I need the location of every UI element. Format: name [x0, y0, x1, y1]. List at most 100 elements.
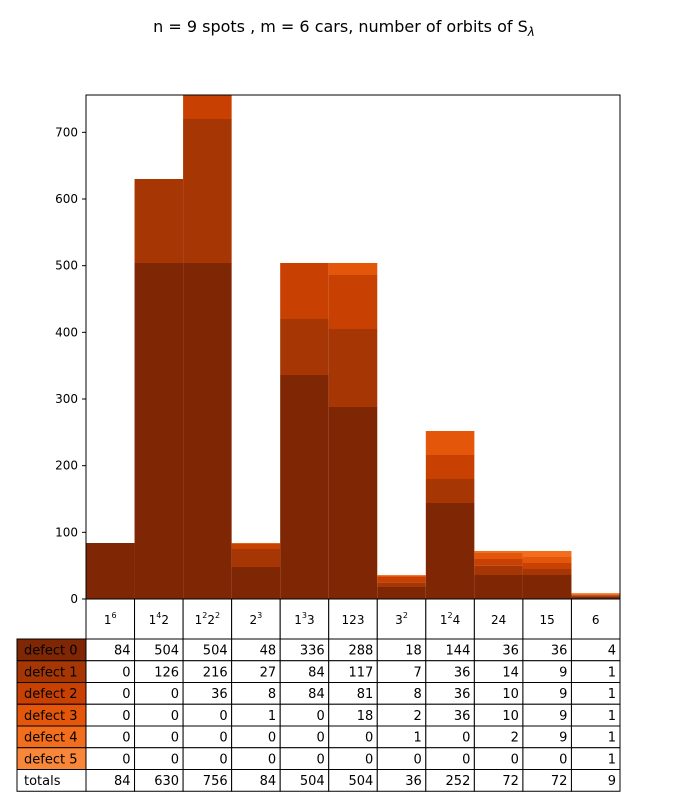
table-value: 9 — [608, 774, 616, 789]
table-value: 0 — [365, 752, 373, 767]
table-value: 9 — [559, 687, 567, 702]
table-value: 0 — [559, 752, 567, 767]
y-tick-label: 500 — [55, 259, 78, 273]
bar-defect-0-4 — [280, 375, 329, 599]
category-label: 6 — [592, 613, 600, 627]
bar-defect-1-10 — [571, 595, 620, 597]
y-tick-label: 0 — [70, 592, 78, 606]
row-label: defect 0 — [24, 644, 77, 659]
table-value: 0 — [316, 752, 324, 767]
bar-defect-1-3 — [231, 549, 281, 567]
bar-defect-1-8 — [474, 565, 523, 575]
header-cell — [425, 598, 475, 640]
category-label: 1222 — [195, 611, 220, 627]
table-value: 0 — [316, 731, 324, 746]
bar-defect-0-10 — [571, 596, 620, 599]
table-value: 8 — [268, 687, 276, 702]
table-value: 0 — [219, 752, 227, 767]
header-cell — [473, 598, 524, 640]
category-label: 16 — [104, 611, 117, 627]
table-value: 18 — [357, 709, 374, 724]
category-label: 23 — [250, 611, 263, 627]
category-label: 123 — [342, 613, 365, 627]
bar-defect-5-10 — [571, 593, 620, 594]
table-value: 36 — [502, 644, 519, 659]
bar-defect-2-5 — [328, 275, 378, 329]
bar-defect-3-8 — [474, 552, 523, 559]
row-label: defect 3 — [24, 709, 77, 724]
table-value: 0 — [414, 752, 422, 767]
y-axis: 0 100 200 300 400 500 600 700 — [55, 125, 86, 606]
table-value: 216 — [203, 665, 228, 680]
table-value: 0 — [171, 731, 179, 746]
table-value: 0 — [268, 752, 276, 767]
table-value: 10 — [502, 709, 519, 724]
table-value: 1 — [608, 752, 616, 767]
table-value: 36 — [454, 687, 471, 702]
table-value: 84 — [308, 665, 325, 680]
header-cell — [231, 598, 281, 640]
table-value: 72 — [502, 774, 519, 789]
bar-defect-0-8 — [474, 575, 523, 599]
header-cell — [182, 598, 233, 640]
table-value: 0 — [171, 687, 179, 702]
table-value: 630 — [154, 774, 179, 789]
table-value: 0 — [219, 731, 227, 746]
y-tick-label: 100 — [55, 525, 78, 539]
category-label: 15 — [540, 613, 555, 627]
table-cell — [570, 769, 621, 792]
row-label: defect 4 — [24, 731, 77, 746]
bar-defect-4-10 — [571, 593, 620, 595]
table-value: 36 — [454, 665, 471, 680]
table-value: 756 — [203, 774, 228, 789]
bar-defect-2-7 — [425, 455, 475, 479]
y-tick-label: 400 — [55, 325, 78, 339]
bar-defect-2-10 — [571, 595, 620, 596]
header-cell — [522, 598, 572, 640]
header-cell — [279, 598, 330, 640]
table-value: 1 — [414, 731, 422, 746]
category-label: 133 — [294, 611, 314, 627]
y-tick-label: 700 — [55, 125, 78, 139]
table-value: 48 — [260, 644, 277, 659]
table-value: 336 — [300, 644, 325, 659]
table-value: 126 — [154, 665, 179, 680]
y-tick-label: 300 — [55, 392, 78, 406]
y-tick-label: 600 — [55, 192, 78, 206]
table-value: 0 — [268, 731, 276, 746]
bar-defect-1-5 — [328, 329, 378, 407]
table-value: 7 — [414, 665, 422, 680]
bar-defect-0-9 — [522, 575, 572, 599]
bar-defect-4-6 — [377, 575, 426, 576]
bar-defect-3-7 — [425, 431, 475, 455]
bar-defect-0-5 — [328, 407, 378, 599]
bar-defect-2-8 — [474, 559, 523, 566]
table-value: 0 — [316, 709, 324, 724]
bar-defect-1-9 — [522, 569, 572, 575]
table-value: 14 — [502, 665, 519, 680]
table-value: 9 — [559, 709, 567, 724]
bar-defect-1-1 — [134, 179, 184, 263]
table-value: 1 — [608, 687, 616, 702]
table-value: 504 — [203, 644, 228, 659]
table-value: 8 — [414, 687, 422, 702]
table-value: 72 — [551, 774, 568, 789]
table-value: 18 — [405, 644, 422, 659]
table-value: 117 — [348, 665, 373, 680]
bar-defect-3-6 — [377, 575, 426, 577]
bar-defect-3-3 — [231, 543, 281, 544]
bar-defect-0-7 — [425, 503, 475, 599]
table-value: 1 — [608, 709, 616, 724]
table-value: 288 — [348, 644, 373, 659]
table-value: 84 — [114, 774, 131, 789]
bar-defect-2-6 — [377, 577, 426, 583]
header-cell — [328, 598, 378, 640]
table-value: 9 — [559, 665, 567, 680]
table-value: 0 — [462, 752, 470, 767]
row-label: defect 2 — [24, 687, 77, 702]
table-value: 36 — [454, 709, 471, 724]
bar-defect-1-6 — [377, 582, 426, 587]
bars-group — [86, 95, 620, 599]
